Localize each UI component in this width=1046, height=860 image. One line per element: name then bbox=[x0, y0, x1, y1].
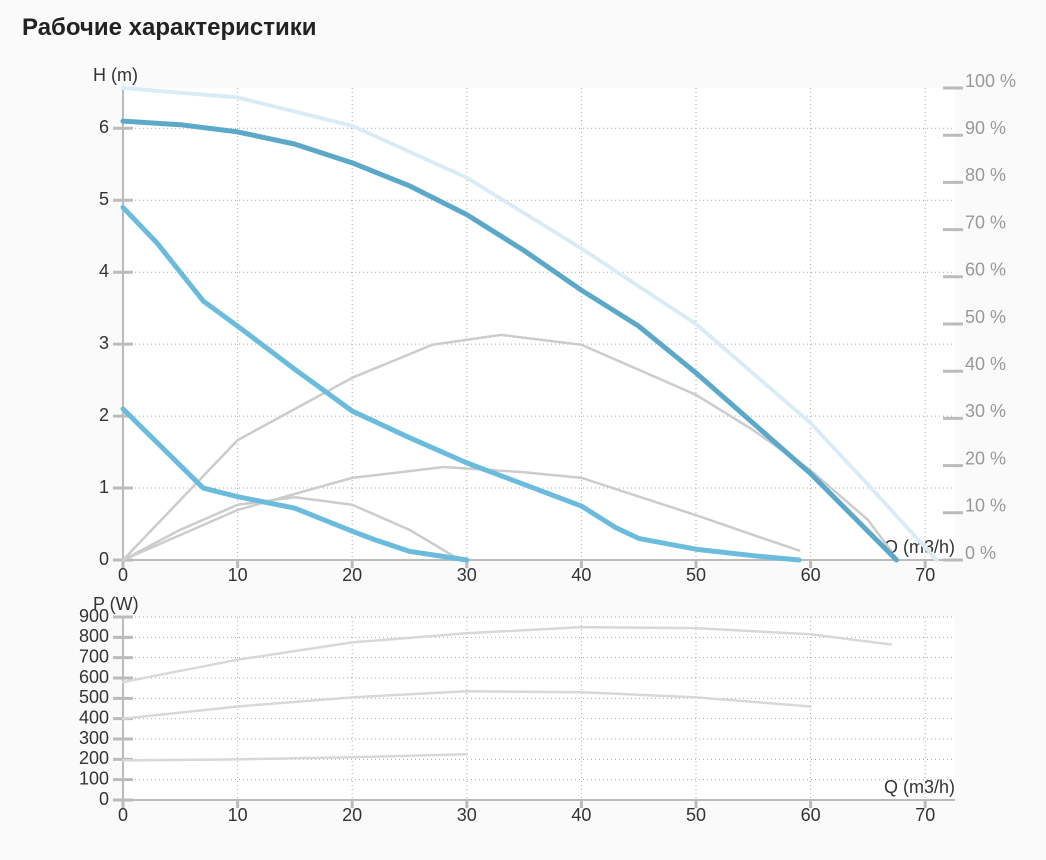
x-tick-label: 40 bbox=[571, 805, 591, 825]
y-tick-label: 5 bbox=[99, 189, 109, 209]
y-tick-label: 1 bbox=[99, 477, 109, 497]
y-tick-label: 0 bbox=[99, 789, 109, 809]
y-tick-label: 800 bbox=[79, 626, 109, 646]
y2-tick-label: 50 % bbox=[965, 307, 1006, 327]
y-tick-label: 900 bbox=[79, 606, 109, 626]
x-tick-label: 30 bbox=[457, 565, 477, 585]
series-line bbox=[121, 689, 812, 720]
x-axis-label: Q (m3/h) bbox=[884, 537, 955, 557]
x-tick-label: 10 bbox=[228, 565, 248, 585]
y-tick-label: 100 bbox=[79, 768, 109, 788]
x-tick-label: 30 bbox=[457, 805, 477, 825]
page-title: Рабочие характеристики bbox=[22, 14, 317, 41]
y2-tick-label: 10 % bbox=[965, 496, 1006, 516]
y2-tick-label: 80 % bbox=[965, 165, 1006, 185]
x-tick-label: 20 bbox=[342, 565, 362, 585]
y2-tick-label: 90 % bbox=[965, 118, 1006, 138]
y-axis-label: P (W) bbox=[93, 594, 139, 614]
y-tick-label: 2 bbox=[99, 405, 109, 425]
series-line bbox=[121, 86, 939, 562]
y2-tick-label: 30 % bbox=[965, 401, 1006, 421]
y2-tick-label: 0 % bbox=[965, 543, 996, 563]
x-tick-label: 70 bbox=[915, 805, 935, 825]
y2-tick-label: 20 % bbox=[965, 448, 1006, 468]
y-tick-label: 200 bbox=[79, 748, 109, 768]
x-tick-label: 60 bbox=[801, 565, 821, 585]
y-tick-label: 6 bbox=[99, 117, 109, 137]
y-tick-label: 4 bbox=[99, 261, 109, 281]
y2-tick-label: 70 % bbox=[965, 212, 1006, 232]
x-tick-label: 40 bbox=[571, 565, 591, 585]
series-line bbox=[121, 625, 893, 684]
y2-tick-label: 60 % bbox=[965, 260, 1006, 280]
y-axis-label: H (m) bbox=[93, 65, 138, 85]
x-axis-label: Q (m3/h) bbox=[884, 777, 955, 797]
x-tick-label: 70 bbox=[915, 565, 935, 585]
x-tick-label: 0 bbox=[118, 565, 128, 585]
plot-area bbox=[123, 617, 955, 800]
x-tick-label: 0 bbox=[118, 805, 128, 825]
y-tick-label: 3 bbox=[99, 333, 109, 353]
series-line bbox=[121, 495, 457, 562]
x-tick-label: 50 bbox=[686, 805, 706, 825]
y-tick-label: 400 bbox=[79, 707, 109, 727]
series-line bbox=[120, 118, 900, 563]
y2-tick-label: 40 % bbox=[965, 354, 1006, 374]
y-tick-label: 700 bbox=[79, 646, 109, 666]
x-tick-label: 60 bbox=[801, 805, 821, 825]
y2-tick-label: 100 % bbox=[965, 71, 1016, 91]
y-tick-label: 500 bbox=[79, 687, 109, 707]
series-line bbox=[121, 753, 469, 762]
x-tick-label: 10 bbox=[228, 805, 248, 825]
y-tick-label: 0 bbox=[99, 549, 109, 569]
series-line bbox=[121, 333, 893, 562]
x-tick-label: 50 bbox=[686, 565, 706, 585]
y-tick-label: 300 bbox=[79, 728, 109, 748]
y-tick-label: 600 bbox=[79, 667, 109, 687]
x-tick-label: 20 bbox=[342, 805, 362, 825]
series-line bbox=[120, 204, 802, 563]
series-line bbox=[120, 406, 470, 563]
